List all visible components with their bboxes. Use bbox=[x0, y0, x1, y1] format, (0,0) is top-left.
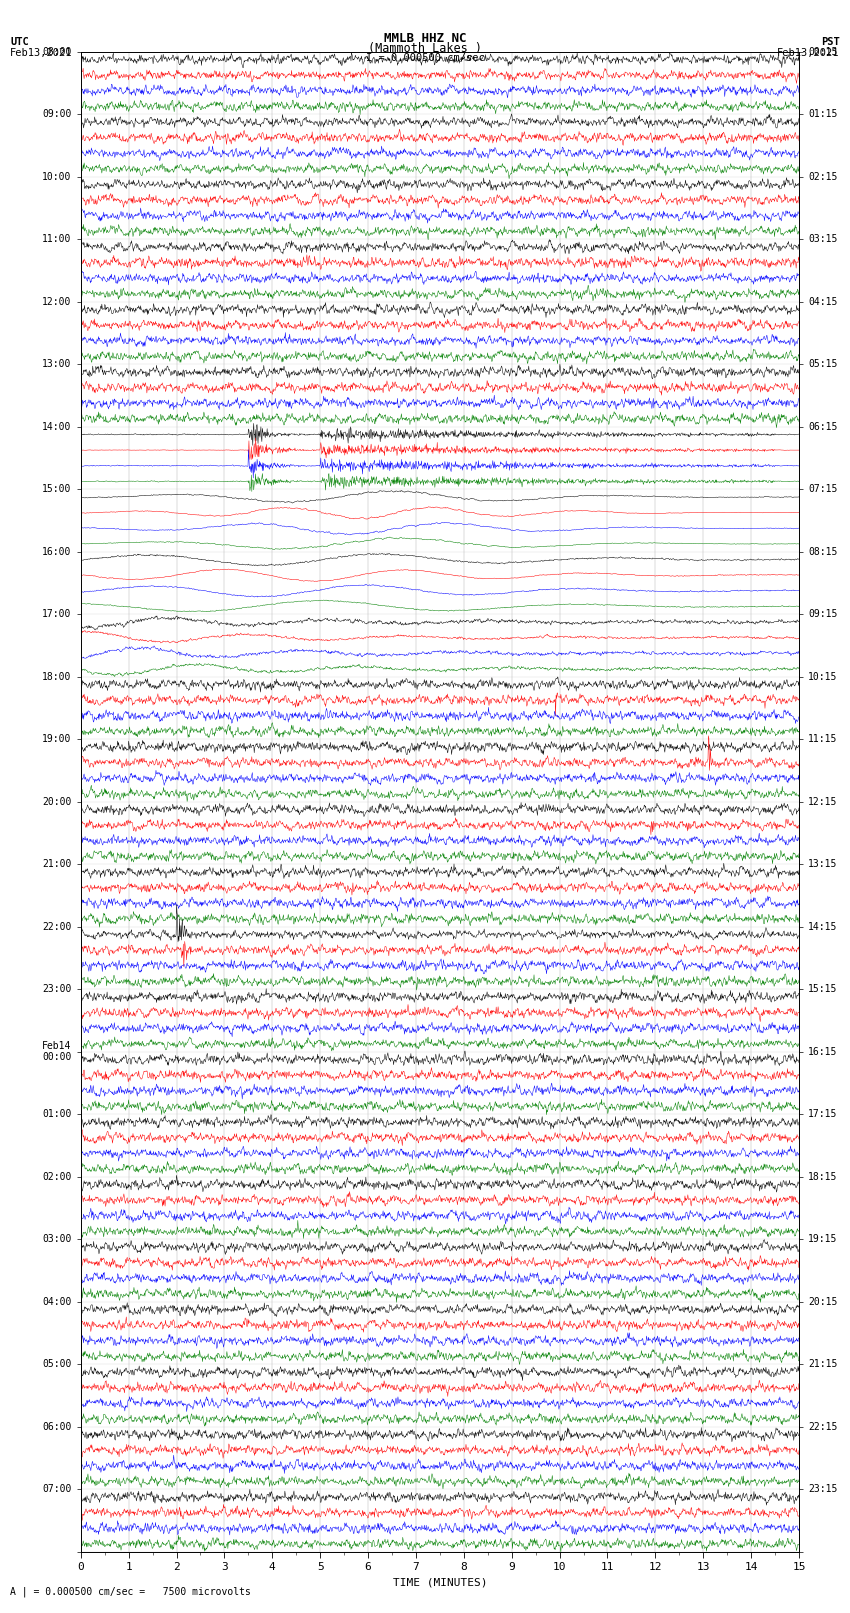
Text: UTC: UTC bbox=[10, 37, 29, 47]
Text: Feb13,2021: Feb13,2021 bbox=[777, 48, 840, 58]
Text: MMLB HHZ NC: MMLB HHZ NC bbox=[383, 32, 467, 45]
Text: A | = 0.000500 cm/sec =   7500 microvolts: A | = 0.000500 cm/sec = 7500 microvolts bbox=[10, 1586, 251, 1597]
Text: (Mammoth Lakes ): (Mammoth Lakes ) bbox=[368, 42, 482, 55]
Text: PST: PST bbox=[821, 37, 840, 47]
X-axis label: TIME (MINUTES): TIME (MINUTES) bbox=[393, 1578, 487, 1587]
Text: Feb13,2021: Feb13,2021 bbox=[10, 48, 73, 58]
Text: I = 0.000500 cm/sec: I = 0.000500 cm/sec bbox=[366, 53, 484, 63]
